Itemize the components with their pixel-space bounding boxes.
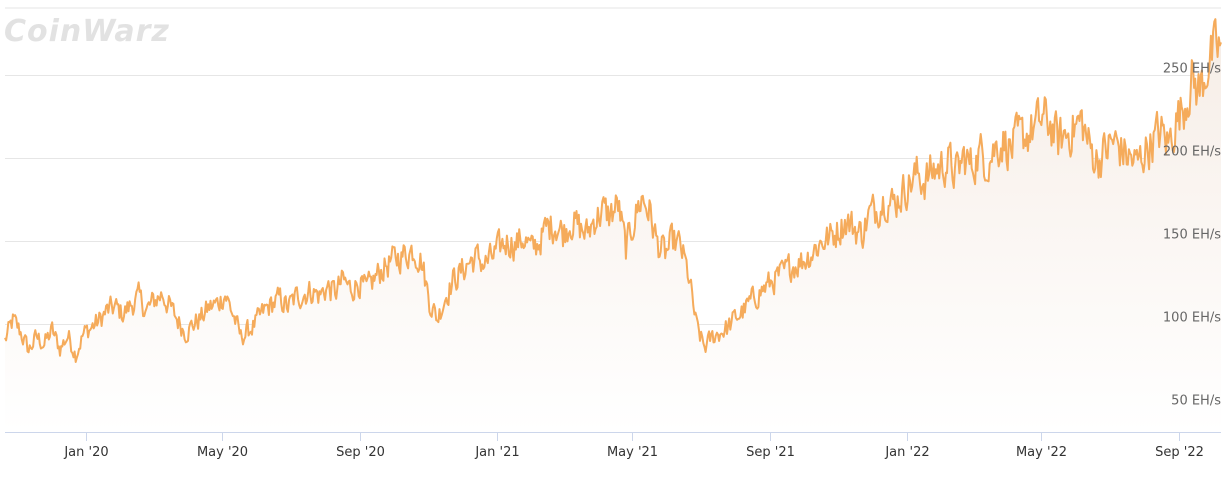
y-axis-labels: 50 EH/s 100 EH/s 150 EH/s 200 EH/s 250 EH/s <box>1163 62 1221 409</box>
y-tick-label: 50 EH/s <box>1171 394 1221 409</box>
x-axis <box>5 432 1221 441</box>
hashrate-series <box>4 18 1222 363</box>
y-tick-label: 100 EH/s <box>1163 311 1221 326</box>
x-tick-label: Jan '21 <box>474 445 519 460</box>
x-tick-label: Jan '20 <box>63 445 108 460</box>
x-tick-label: Jan '22 <box>884 445 929 460</box>
coinwarz-watermark-logo: CoinWarz <box>4 14 170 49</box>
x-tick-label: Sep '20 <box>336 445 385 460</box>
x-tick-label: May '22 <box>1016 445 1067 460</box>
y-tick-label: 150 EH/s <box>1163 228 1221 243</box>
x-tick-label: May '21 <box>607 445 658 460</box>
hashrate-line <box>4 18 1222 363</box>
hashrate-area-fill <box>5 19 1221 432</box>
y-tick-label: 250 EH/s <box>1163 62 1221 77</box>
x-tick-label: Sep '22 <box>1155 445 1204 460</box>
x-tick-label: May '20 <box>197 445 248 460</box>
hashrate-area <box>5 19 1221 432</box>
y-tick-label: 200 EH/s <box>1163 145 1221 160</box>
x-tick-label: Sep '21 <box>746 445 795 460</box>
x-axis-labels: Jan '20 May '20 Sep '20 Jan '21 May '21 Sep '… <box>63 445 1204 460</box>
